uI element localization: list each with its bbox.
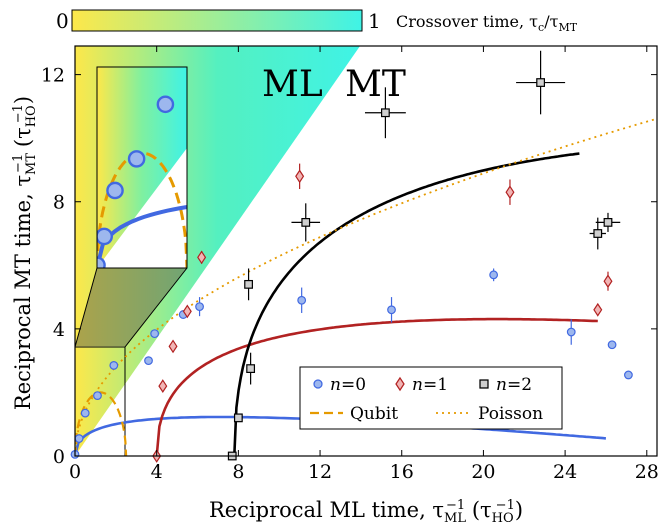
data-point-square [246, 364, 256, 373]
data-point-circle [80, 408, 90, 418]
x-tick-label: 4 [151, 461, 163, 483]
x-tick-label: 0 [69, 461, 81, 483]
x-tick-label: 20 [471, 461, 495, 483]
qubit-curve [75, 391, 128, 456]
data-point-circle [489, 270, 499, 280]
data-point-circle [387, 305, 396, 315]
data-point-circle [607, 340, 617, 350]
data-point-circle [144, 356, 153, 366]
data-point-diamond [593, 302, 603, 317]
data-point-square [593, 229, 603, 238]
data-point-diamond [603, 274, 613, 289]
y-tick-label: 4 [53, 319, 65, 341]
data-point-circle [195, 302, 204, 312]
legend-marker-circle [313, 379, 323, 389]
y-tick-label: 8 [53, 192, 65, 214]
data-point-circle [566, 327, 576, 337]
data-point-circle [624, 370, 633, 380]
data-point-square [233, 413, 243, 423]
colorbar-max-label: 1 [368, 9, 381, 33]
inset [74, 66, 188, 457]
data-point-diamond [182, 304, 192, 319]
inset-data-point [97, 227, 113, 246]
inset-wedge [97, 67, 187, 268]
fit-curve-square [233, 152, 580, 456]
data-point-circle [150, 329, 160, 339]
data-point-circle [93, 391, 102, 401]
x-tick-label: 16 [390, 461, 414, 483]
y-tick-label: 0 [53, 446, 65, 468]
legend-label: Poisson [478, 404, 543, 424]
data-point-square [244, 279, 253, 289]
legend-label: n=2 [496, 375, 532, 395]
colorbar-gradient [71, 9, 363, 32]
inset-connector-fill [75, 268, 187, 347]
data-point-square [603, 217, 613, 227]
inset-data-point [106, 181, 124, 200]
region-label-mt: MT [345, 64, 406, 105]
legend: n=0 n=1 n=2 Qubit Poisson [299, 366, 563, 430]
plot-frame [74, 45, 658, 457]
data-point-circle [109, 361, 119, 370]
data-point-diamond [295, 169, 305, 184]
legend-marker-square [479, 379, 489, 389]
legend-label: n=1 [412, 375, 448, 395]
legend-box [299, 366, 563, 430]
inset-data-point [127, 150, 146, 168]
x-tick-label: 8 [232, 461, 244, 483]
legend-marker-diamond [395, 376, 405, 392]
region-label-ml: ML [262, 64, 323, 105]
data-point-diamond [168, 339, 178, 354]
poisson-curve [75, 117, 657, 456]
x-tick-label: 28 [635, 461, 659, 483]
colorbar-title: Crossover time, τc/τMT [396, 12, 578, 34]
x-tick-label: 24 [553, 461, 577, 483]
legend-label: n=0 [330, 375, 366, 395]
data-point-diamond [158, 379, 168, 393]
data-point-circle [74, 434, 84, 443]
y-tick-label: 12 [41, 65, 65, 87]
data-point-square [536, 78, 545, 87]
x-tick-label: 12 [308, 461, 332, 483]
data-point-square [301, 217, 311, 227]
data-point-square [381, 108, 390, 118]
inset-data-point [156, 95, 175, 114]
legend-label: Qubit [350, 404, 398, 424]
data-point-diamond [197, 250, 207, 265]
data-point-circle [297, 295, 307, 305]
colorbar-min-label: 0 [56, 9, 69, 33]
data-point-diamond [505, 185, 515, 200]
x-axis-title: Reciprocal ML time, τML−1 (τHO−1) [209, 498, 523, 526]
y-axis-title: Reciprocal MT time, τMT−1 (τHO−1) [11, 96, 39, 410]
inset-frame [96, 66, 188, 269]
colorbar: 0 1 Crossover time, τc/τMT [56, 9, 578, 34]
fit-curve-diamond [155, 317, 598, 456]
